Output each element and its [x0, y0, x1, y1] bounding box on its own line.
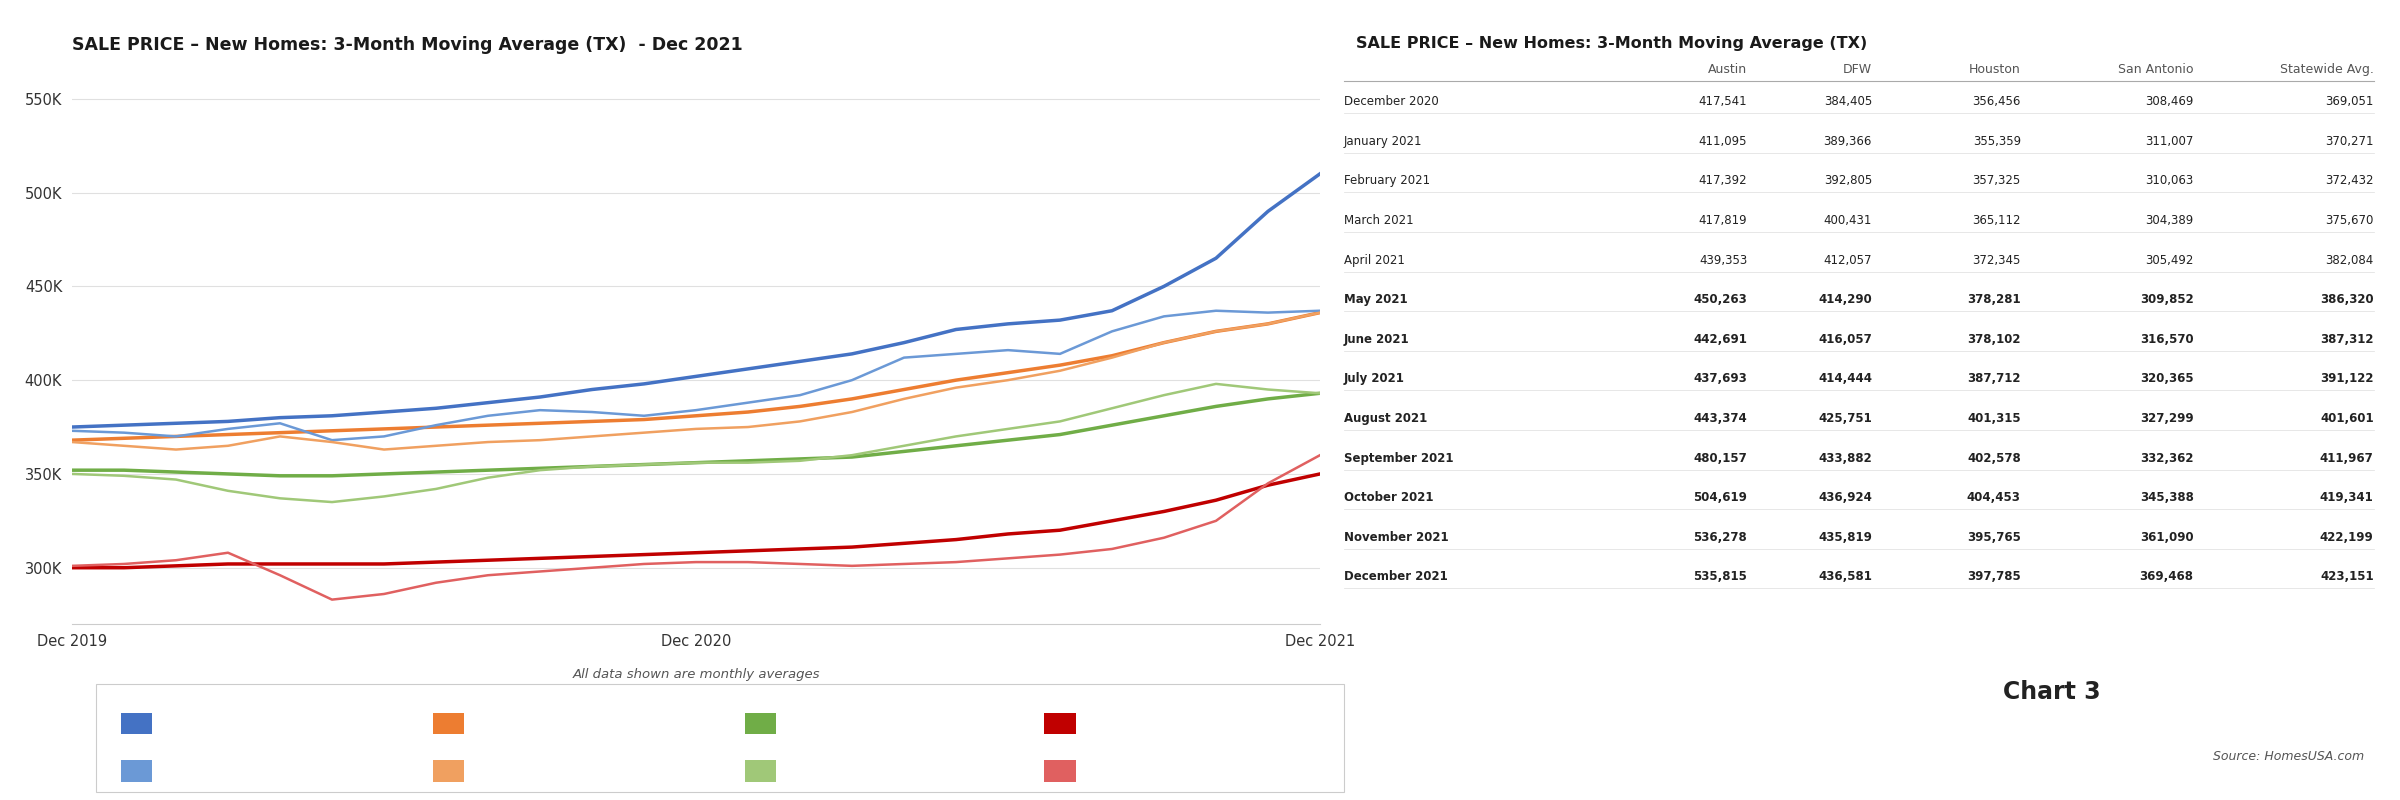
Text: San Antonio: San Antonio	[2119, 63, 2194, 76]
Text: 435,819: 435,819	[1819, 531, 1872, 544]
Text: 372,432: 372,432	[2326, 174, 2374, 187]
Text: October 2021: October 2021	[1344, 491, 1433, 504]
Text: 402,578: 402,578	[1968, 452, 2021, 465]
Text: 361,090: 361,090	[2141, 531, 2194, 544]
Text: 332,362: 332,362	[2141, 452, 2194, 465]
Text: Houston: Houston	[1968, 63, 2021, 76]
Text: 414,290: 414,290	[1819, 294, 1872, 306]
Text: 401,601: 401,601	[2321, 412, 2374, 425]
Text: 320,365: 320,365	[2141, 373, 2194, 386]
Text: 391,122: 391,122	[2321, 373, 2374, 386]
Text: 450,263: 450,263	[1694, 294, 1747, 306]
Text: 395,765: 395,765	[1968, 531, 2021, 544]
Text: 310,063: 310,063	[2146, 174, 2194, 187]
Text: 419,341: 419,341	[2321, 491, 2374, 504]
Text: 378,281: 378,281	[1968, 294, 2021, 306]
Text: SALE PRICE – New Homes: 3-Month Moving Average (TX): SALE PRICE – New Homes: 3-Month Moving A…	[1356, 36, 1867, 51]
Text: 345,388: 345,388	[2141, 491, 2194, 504]
Text: January 2021: January 2021	[1344, 135, 1423, 148]
Text: 417,392: 417,392	[1699, 174, 1747, 187]
Text: 369,051: 369,051	[2326, 95, 2374, 108]
Text: 504,619: 504,619	[1694, 491, 1747, 504]
Text: June 2021: June 2021	[1344, 333, 1409, 346]
Text: 411,967: 411,967	[2321, 452, 2374, 465]
Text: 443,374: 443,374	[1694, 412, 1747, 425]
Text: 417,541: 417,541	[1699, 95, 1747, 108]
Text: 423,151: 423,151	[2321, 570, 2374, 583]
Text: 392,805: 392,805	[1824, 174, 1872, 187]
Text: 414,444: 414,444	[1819, 373, 1872, 386]
Text: 305,492: 305,492	[2146, 254, 2194, 266]
Text: 437,693: 437,693	[1694, 373, 1747, 386]
Text: 327,299: 327,299	[2141, 412, 2194, 425]
Text: 404,453: 404,453	[1968, 491, 2021, 504]
Text: 3-Month, Austin: 3-Month, Austin	[168, 766, 266, 779]
Text: 12-Month, Houston: 12-Month, Houston	[792, 718, 912, 731]
Text: July 2021: July 2021	[1344, 373, 1404, 386]
Text: December 2020: December 2020	[1344, 95, 1438, 108]
Text: 433,882: 433,882	[1819, 452, 1872, 465]
Text: 378,102: 378,102	[1968, 333, 2021, 346]
Text: 411,095: 411,095	[1699, 135, 1747, 148]
Text: 12-Month, DFW: 12-Month, DFW	[480, 718, 578, 731]
Text: 389,366: 389,366	[1824, 135, 1872, 148]
Text: 416,057: 416,057	[1819, 333, 1872, 346]
Text: Statewide Avg.: Statewide Avg.	[2280, 63, 2374, 76]
Text: 417,819: 417,819	[1699, 214, 1747, 227]
Text: April 2021: April 2021	[1344, 254, 1404, 266]
Text: March 2021: March 2021	[1344, 214, 1414, 227]
Text: 311,007: 311,007	[2146, 135, 2194, 148]
Text: 535,815: 535,815	[1694, 570, 1747, 583]
Text: Austin: Austin	[1709, 63, 1747, 76]
Text: Chart 3: Chart 3	[2004, 680, 2100, 704]
Text: 387,312: 387,312	[2321, 333, 2374, 346]
Text: 365,112: 365,112	[1973, 214, 2021, 227]
Text: November 2021: November 2021	[1344, 531, 1450, 544]
Text: 370,271: 370,271	[2326, 135, 2374, 148]
Text: 480,157: 480,157	[1694, 452, 1747, 465]
Text: 536,278: 536,278	[1694, 531, 1747, 544]
Text: 357,325: 357,325	[1973, 174, 2021, 187]
Text: 412,057: 412,057	[1824, 254, 1872, 266]
Text: 386,320: 386,320	[2321, 294, 2374, 306]
Text: 400,431: 400,431	[1824, 214, 1872, 227]
Text: 422,199: 422,199	[2321, 531, 2374, 544]
Text: 369,468: 369,468	[2141, 570, 2194, 583]
Text: 387,712: 387,712	[1968, 373, 2021, 386]
Text: 3-Month, San Antonio: 3-Month, San Antonio	[1092, 766, 1226, 779]
Text: 436,924: 436,924	[1819, 491, 1872, 504]
Text: 372,345: 372,345	[1973, 254, 2021, 266]
Text: 12-Month, San Antonio: 12-Month, San Antonio	[1092, 718, 1236, 731]
Text: 436,581: 436,581	[1819, 570, 1872, 583]
Text: 382,084: 382,084	[2326, 254, 2374, 266]
Text: 316,570: 316,570	[2141, 333, 2194, 346]
Text: August 2021: August 2021	[1344, 412, 1428, 425]
Text: 401,315: 401,315	[1968, 412, 2021, 425]
Text: February 2021: February 2021	[1344, 174, 1430, 187]
Text: 309,852: 309,852	[2141, 294, 2194, 306]
Text: 442,691: 442,691	[1694, 333, 1747, 346]
Text: 308,469: 308,469	[2146, 95, 2194, 108]
Text: 397,785: 397,785	[1968, 570, 2021, 583]
Text: 439,353: 439,353	[1699, 254, 1747, 266]
Text: 356,456: 356,456	[1973, 95, 2021, 108]
Text: All data shown are monthly averages: All data shown are monthly averages	[571, 668, 821, 681]
Text: May 2021: May 2021	[1344, 294, 1409, 306]
Text: 3-Month, DFW: 3-Month, DFW	[480, 766, 569, 779]
Text: 355,359: 355,359	[1973, 135, 2021, 148]
Text: 375,670: 375,670	[2326, 214, 2374, 227]
Text: 12-Month, Austin: 12-Month, Austin	[168, 718, 276, 731]
Text: 304,389: 304,389	[2146, 214, 2194, 227]
Text: SALE PRICE – New Homes: 3-Month Moving Average (TX)  - Dec 2021: SALE PRICE – New Homes: 3-Month Moving A…	[72, 36, 742, 54]
Text: DFW: DFW	[1843, 63, 1872, 76]
Text: December 2021: December 2021	[1344, 570, 1447, 583]
Text: 3-Month, Houston: 3-Month, Houston	[792, 766, 905, 779]
Text: 384,405: 384,405	[1824, 95, 1872, 108]
Text: September 2021: September 2021	[1344, 452, 1454, 465]
Text: Source: HomesUSA.com: Source: HomesUSA.com	[2213, 750, 2364, 762]
Text: 425,751: 425,751	[1819, 412, 1872, 425]
